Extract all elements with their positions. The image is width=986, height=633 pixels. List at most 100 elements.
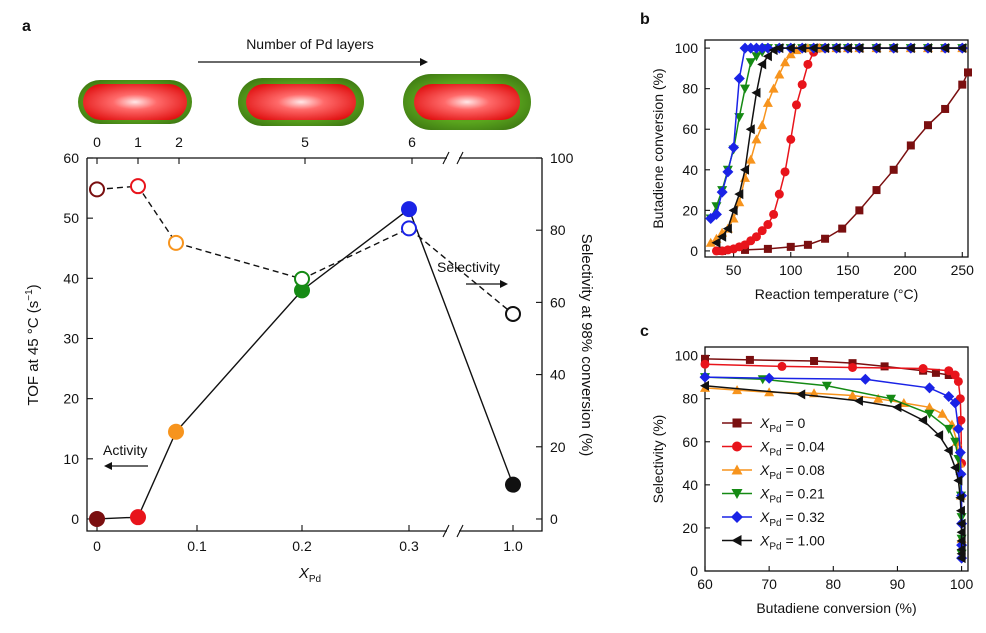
panel-c-x-tick-label: 100 (950, 576, 974, 592)
a-y-left-pre: TOF at 45 °C (s (25, 301, 42, 406)
panel-c-series-point (954, 447, 966, 459)
nanorod-core-5 (246, 84, 356, 120)
panel-b-series-point (831, 43, 841, 54)
legend-label: XPd = 0.04 (759, 439, 825, 459)
panel-b-series-point (711, 237, 721, 248)
a-y-left-post: ) (25, 284, 42, 289)
panel-b-series-point (710, 208, 722, 220)
nanorod-core-1 (83, 84, 187, 120)
panel-b-series-point (751, 87, 761, 98)
a-left-tick-label: 50 (63, 210, 79, 226)
a-right-tick-label: 60 (550, 294, 566, 310)
panel-b-series-point (722, 223, 732, 234)
nanorod-illustrations (78, 74, 531, 130)
panel-c-series-point (956, 415, 966, 425)
panel-c-x-tick-label: 90 (890, 576, 906, 592)
panel-c-x-tick-label: 80 (826, 576, 842, 592)
legend-label-sub: Pd (769, 542, 781, 553)
panel-c-series-point (950, 437, 961, 447)
panel-b-series-point (803, 59, 813, 69)
a-left-tick-label: 20 (63, 391, 79, 407)
legend-label-suffix: = 0.32 (782, 509, 825, 525)
panel-b-series-line (710, 47, 963, 219)
a-top-tick-label: 5 (301, 134, 309, 150)
panel-c-series-point (956, 518, 966, 529)
panel-c-series-point (699, 371, 711, 383)
panel-a-letter: a (22, 18, 31, 35)
legend-label-main: X (759, 533, 770, 549)
panel-b-series-point (757, 59, 767, 70)
panel-b-series-point (757, 120, 768, 130)
legend-label: XPd = 1.00 (759, 533, 825, 553)
panel-c-series-point (880, 362, 889, 371)
panel-b-series-point (808, 43, 818, 54)
panel-c-y-axis-label: Selectivity (%) (650, 415, 666, 504)
panel-c-series-point (700, 359, 710, 369)
panel-b-series-point (745, 154, 756, 164)
legend-label: XPd = 0 (759, 415, 806, 435)
panel-b-series-point (838, 224, 847, 233)
panel-b-series-point (751, 134, 762, 144)
activity-annotation: Activity (103, 442, 147, 458)
legend-label-sub: Pd (769, 518, 781, 529)
legend-label-sub: Pd (769, 495, 781, 506)
panel-b-series-point (797, 43, 807, 54)
panel-b-series-point (741, 245, 750, 254)
panel-c-series-point (892, 402, 902, 413)
selectivity-point (130, 178, 146, 195)
panel-c-series-point (918, 415, 928, 426)
panel-b-y-tick-label: 40 (682, 162, 698, 178)
panel-b-series-point (728, 141, 740, 153)
legend-label: XPd = 0.32 (759, 509, 825, 529)
a-left-tick-label: 40 (63, 270, 79, 286)
panel-b-series-point (745, 42, 757, 54)
panel-b-series-point (964, 68, 972, 77)
panel-b-series-point (733, 73, 745, 85)
panel-b-x-axis-label: Reaction temperature (°C) (755, 286, 919, 302)
legend-marker (731, 489, 743, 499)
panel-b-series-point (791, 100, 801, 110)
panel-c-series-point (745, 355, 754, 364)
panel-b-series-point (750, 42, 762, 54)
legend-label-sub: Pd (769, 448, 781, 459)
panel-b-series-point (722, 166, 734, 178)
panel-b-series-point (785, 43, 795, 54)
panel-b-series-point (728, 205, 738, 216)
activity-point (130, 509, 146, 526)
legend-label-suffix: = 0.21 (782, 486, 825, 502)
legend-label: XPd = 0.08 (759, 462, 825, 482)
a-y-right-label: Selectivity at 98% conversion (%) (578, 234, 595, 457)
panel-b-series-point (872, 186, 881, 195)
legend-label-main: X (759, 415, 770, 431)
legend-label-suffix: = 0.04 (782, 439, 825, 455)
panel-c-series-point (848, 362, 858, 372)
panel-b-series-point (888, 43, 898, 54)
legend-label-sub: Pd (769, 471, 781, 482)
a-y-left-label: TOF at 45 °C (s−1) (24, 284, 42, 405)
a-y-left-sup: −1 (24, 289, 35, 301)
panel-b-series-point (739, 42, 751, 54)
panel-b-y-tick-label: 80 (682, 81, 698, 97)
legend-marker (731, 535, 742, 546)
a-bottom-tick-label: 0.2 (292, 538, 312, 554)
legend-label-main: X (759, 486, 770, 502)
panel-c-series-point (796, 389, 806, 400)
selectivity-point (401, 220, 417, 237)
panel-b-series-point (803, 240, 812, 249)
panel-c-y-tick-label: 80 (682, 391, 698, 407)
panel-b-series-point (780, 57, 791, 67)
panel-b-series-point (751, 232, 761, 242)
panel-b-series-point (734, 197, 745, 207)
a-top-tick-label: 0 (93, 134, 101, 150)
panel-c-series-point (943, 445, 953, 456)
panel-b-frame (704, 39, 969, 258)
panel-c-series-point (847, 390, 858, 400)
panel-c-series-point (943, 424, 954, 434)
activity-point (294, 282, 310, 299)
activity-point (505, 476, 521, 493)
panel-c-series-point (732, 385, 743, 395)
selectivity-point (294, 270, 310, 287)
panel-b-x-tick-label: 150 (836, 262, 860, 278)
panel-c-series-point (700, 380, 709, 391)
